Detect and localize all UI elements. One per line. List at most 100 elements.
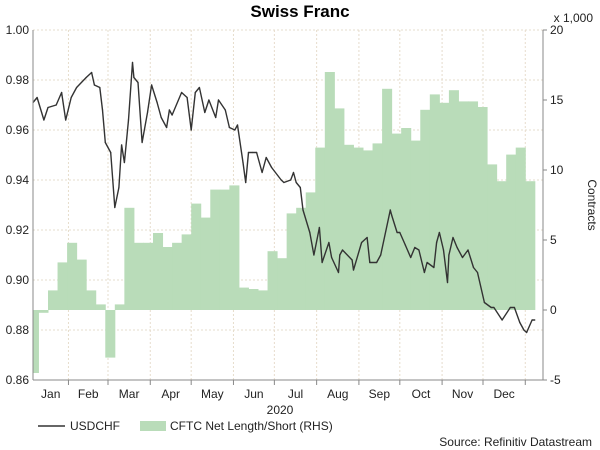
usdchf-line-layer [32, 61, 536, 334]
cftc-bar [172, 242, 183, 310]
usdchf-point [151, 84, 153, 86]
usdchf-point [313, 254, 315, 256]
usdchf-point [127, 119, 130, 121]
usdchf-point [280, 179, 282, 181]
usdchf-point [389, 209, 391, 211]
usdchf-point [328, 241, 330, 244]
usdchf-point [341, 249, 344, 251]
cftc-bar [315, 147, 326, 310]
right-tick-label: 15 [550, 93, 564, 107]
legend-label-usdchf: USDCHF [70, 419, 120, 433]
usdchf-point [380, 254, 382, 256]
usdchf-point [76, 86, 78, 89]
usdchf-point [436, 241, 438, 244]
cftc-bar [48, 290, 59, 310]
cftc-bar [267, 251, 278, 310]
usdchf-point [309, 231, 311, 234]
cftc-bar [506, 154, 517, 310]
cftc-bar [363, 150, 374, 310]
usdchf-point [283, 181, 285, 184]
axes: 0.86 0.88 0.90 0.92 0.94 0.96 0.98 1.00 -5 0 5 10 15… [6, 23, 564, 401]
usdchf-point [534, 319, 536, 321]
cftc-bar [200, 217, 211, 310]
usdchf-point [123, 161, 125, 164]
usdchf-point [426, 261, 428, 264]
cftc-bar [219, 189, 230, 310]
usdchf-point [242, 161, 244, 164]
x-tick-label: Apr [161, 387, 180, 401]
x-tick-label: Feb [78, 387, 99, 401]
right-axis-label: Contracts [585, 179, 599, 230]
usdchf-point [410, 256, 412, 259]
usdchf-point [224, 109, 226, 111]
cftc-bar [229, 185, 240, 310]
usdchf-point [166, 126, 168, 129]
cftc-bar [372, 143, 383, 310]
cftc-bar [33, 310, 39, 373]
cftc-bar [525, 181, 536, 310]
usdchf-point [171, 114, 173, 116]
usdchf-point [110, 151, 112, 154]
cftc-bar [487, 164, 498, 310]
usdchf-point [137, 81, 139, 84]
usdchf-point [396, 231, 398, 234]
usdchf-point [245, 181, 247, 184]
usdchf-point [271, 166, 273, 169]
usdchf-point [456, 246, 458, 249]
usdchf-point [501, 319, 503, 321]
usdchf-point [376, 261, 378, 264]
usdchf-point [168, 109, 170, 111]
usdchf-point [204, 111, 206, 114]
usdchf-point [418, 249, 420, 251]
cftc-bar [162, 247, 173, 310]
left-tick-label: 1.00 [6, 23, 30, 37]
cftc-bar [410, 140, 421, 310]
usdchf-point [47, 106, 49, 109]
usdchf-point [331, 256, 333, 259]
usdchf-point [194, 91, 196, 94]
cftc-bar [210, 189, 221, 310]
x-tick-label: Oct [412, 387, 431, 401]
cftc-bar [439, 102, 450, 310]
cftc-bar [286, 213, 297, 310]
usdchf-point [36, 96, 38, 99]
x-tick-label: Jan [41, 387, 60, 401]
cftc-area-layer [33, 72, 536, 373]
cftc-bar [277, 258, 288, 310]
cftc-bar [353, 147, 364, 310]
cftc-bar [238, 287, 249, 310]
usdchf-point [448, 254, 450, 256]
cftc-bar [248, 289, 259, 310]
x-axis-label: 2020 [267, 403, 294, 417]
usdchf-point [433, 266, 435, 269]
cftc-bar [343, 144, 354, 310]
usdchf-point [217, 99, 220, 101]
usdchf-point [493, 306, 495, 309]
x-tick-label: May [201, 387, 224, 401]
usdchf-point [452, 236, 454, 239]
cftc-bar [181, 234, 192, 310]
usdchf-point [321, 261, 323, 264]
usdchf-point [101, 109, 104, 111]
cftc-bar [296, 207, 307, 310]
usdchf-point [133, 76, 135, 79]
usdchf-point [236, 124, 239, 126]
cftc-bar [401, 128, 412, 310]
left-tick-label: 0.88 [6, 323, 30, 337]
usdchf-point [476, 271, 479, 274]
usdchf-point [65, 119, 67, 121]
cftc-bar [124, 207, 135, 310]
left-tick-label: 0.94 [6, 173, 30, 187]
usdchf-point [490, 306, 492, 309]
legend-label-cftc: CFTC Net Length/Short (RHS) [170, 419, 333, 433]
usdchf-point [472, 266, 475, 269]
usdchf-point [234, 129, 236, 131]
usdchf-point [414, 246, 416, 249]
usdchf-point [523, 329, 525, 331]
usdchf-point [91, 71, 93, 74]
usdchf-point [215, 116, 217, 119]
cftc-bar [191, 203, 202, 310]
left-tick-label: 0.90 [6, 273, 30, 287]
usdchf-point [186, 96, 188, 99]
x-tick-label: Sep [369, 387, 391, 401]
